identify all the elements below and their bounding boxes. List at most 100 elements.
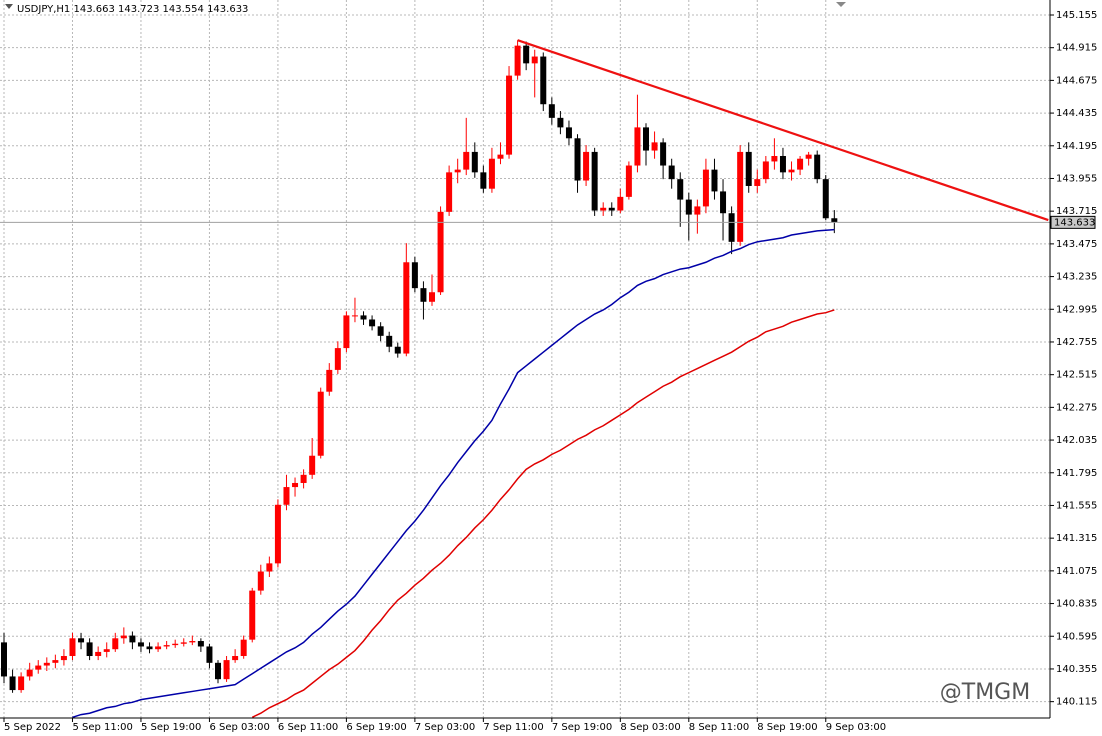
candle-body bbox=[471, 151, 478, 173]
x-tick-label: 9 Sep 03:00 bbox=[826, 722, 886, 733]
candle-body bbox=[223, 660, 230, 680]
candle-body bbox=[257, 571, 264, 591]
candle-body bbox=[762, 161, 769, 180]
candle-body bbox=[386, 335, 393, 347]
candle-body bbox=[831, 218, 838, 223]
candle-body bbox=[668, 165, 675, 180]
candle-body bbox=[9, 676, 16, 691]
candle-body bbox=[480, 172, 487, 189]
watermark: @TMGM bbox=[940, 680, 1030, 705]
candle-body bbox=[643, 127, 649, 151]
candle-body bbox=[274, 504, 281, 564]
candle-body bbox=[206, 646, 213, 663]
candle-body bbox=[771, 155, 778, 162]
candle-body bbox=[814, 154, 821, 180]
candle-body bbox=[463, 151, 470, 170]
trendline bbox=[517, 39, 1049, 222]
y-tick-label: 142.515 bbox=[1056, 370, 1097, 381]
x-tick-label: 6 Sep 03:00 bbox=[209, 722, 269, 733]
y-tick-label: 144.435 bbox=[1056, 108, 1097, 119]
candle-body bbox=[797, 158, 804, 170]
candle-body bbox=[514, 45, 521, 76]
candle-body bbox=[43, 662, 50, 666]
candle-body bbox=[720, 191, 727, 214]
x-tick-label: 6 Sep 11:00 bbox=[278, 722, 338, 733]
candle-body bbox=[69, 638, 76, 657]
y-tick-label: 143.235 bbox=[1056, 272, 1097, 283]
shift-marker bbox=[836, 2, 846, 7]
candle-body bbox=[600, 207, 607, 211]
candle-body bbox=[215, 662, 221, 680]
y-tick-label: 143.955 bbox=[1056, 173, 1097, 184]
candle-body bbox=[78, 638, 85, 643]
candle-body bbox=[634, 127, 641, 166]
plot-area bbox=[0, 39, 1050, 718]
candle-body bbox=[172, 643, 179, 646]
candle-body bbox=[292, 482, 299, 488]
candle-body bbox=[240, 639, 247, 657]
candle-body bbox=[120, 635, 127, 639]
candle-body bbox=[506, 75, 513, 155]
candle-body bbox=[163, 645, 170, 647]
candle-body bbox=[583, 151, 590, 181]
candle-body bbox=[429, 292, 435, 302]
candle-body bbox=[702, 169, 709, 207]
y-tick-label: 144.675 bbox=[1056, 75, 1097, 86]
candle-body bbox=[129, 635, 136, 643]
candle-body bbox=[334, 348, 341, 370]
candle-body bbox=[155, 646, 162, 650]
candle-body bbox=[565, 127, 572, 139]
x-tick-label: 6 Sep 19:00 bbox=[346, 722, 406, 733]
candle-body bbox=[591, 151, 598, 211]
candle-body bbox=[617, 196, 624, 211]
y-tick-label: 140.355 bbox=[1056, 664, 1097, 675]
candle-body bbox=[411, 262, 418, 289]
candle-body bbox=[788, 169, 795, 173]
candle-body bbox=[548, 104, 555, 118]
y-tick-label: 140.835 bbox=[1056, 599, 1097, 610]
candle-body bbox=[369, 319, 376, 327]
x-tick-label: 7 Sep 03:00 bbox=[415, 722, 475, 733]
candle-body bbox=[95, 651, 102, 657]
candle-body bbox=[822, 179, 829, 219]
x-tick-label: 8 Sep 03:00 bbox=[620, 722, 680, 733]
candle-body bbox=[18, 676, 25, 691]
chart-title: USDJPY,H1 143.663 143.723 143.554 143.63… bbox=[17, 4, 248, 15]
candle-body bbox=[523, 45, 530, 64]
candle-body bbox=[625, 165, 632, 197]
y-tick-label: 140.115 bbox=[1056, 697, 1097, 708]
x-tick-label: 7 Sep 11:00 bbox=[483, 722, 543, 733]
candle-body bbox=[103, 649, 110, 652]
candle-body bbox=[283, 487, 290, 505]
candle-body bbox=[677, 179, 684, 200]
y-tick-label: 144.915 bbox=[1056, 43, 1097, 54]
candle-body bbox=[420, 288, 427, 302]
x-tick-label: 8 Sep 19:00 bbox=[757, 722, 817, 733]
candle-body bbox=[1, 642, 7, 677]
x-tick-label: 5 Sep 2022 bbox=[4, 722, 61, 733]
candle-body bbox=[180, 642, 187, 644]
candle-body bbox=[660, 142, 667, 166]
candle-body bbox=[343, 315, 350, 349]
y-tick-label: 142.995 bbox=[1056, 304, 1097, 315]
candle-body bbox=[531, 56, 538, 64]
candle-body bbox=[403, 262, 410, 354]
candle-body bbox=[394, 346, 401, 354]
candle-body bbox=[309, 455, 316, 475]
candle-body bbox=[737, 151, 744, 242]
y-tick-label: 142.275 bbox=[1056, 402, 1097, 413]
y-tick-label: 141.555 bbox=[1056, 500, 1097, 511]
candle-body bbox=[26, 669, 33, 677]
candle-body bbox=[805, 154, 812, 159]
candle-body bbox=[377, 326, 384, 336]
candle-body bbox=[86, 642, 93, 657]
candle-body bbox=[112, 638, 119, 650]
candle-body bbox=[651, 142, 658, 151]
candle-body bbox=[137, 642, 144, 647]
candle-body bbox=[360, 315, 367, 320]
candle-body bbox=[52, 660, 59, 663]
x-tick-label: 7 Sep 19:00 bbox=[552, 722, 612, 733]
candle-body bbox=[488, 158, 495, 189]
candle-body bbox=[540, 56, 547, 105]
